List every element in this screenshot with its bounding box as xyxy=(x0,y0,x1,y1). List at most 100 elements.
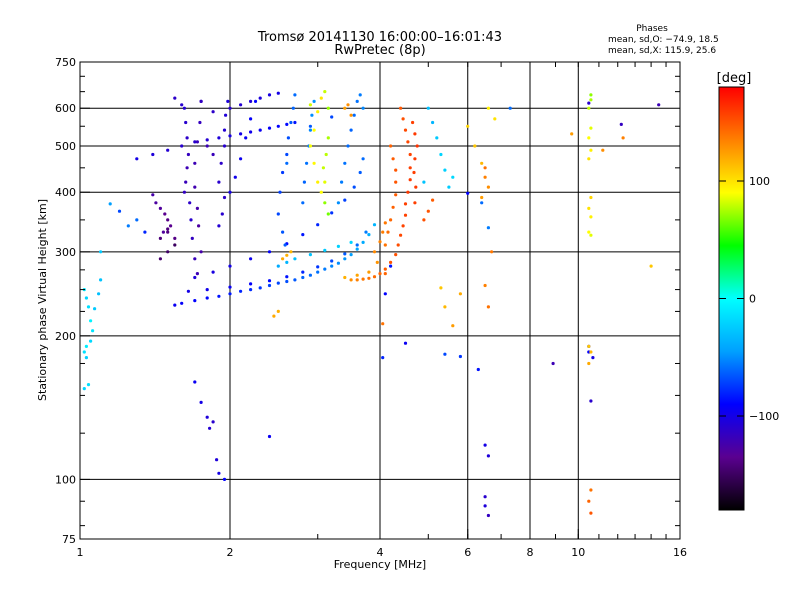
data-point xyxy=(473,144,477,148)
data-point xyxy=(249,130,253,134)
data-point xyxy=(589,511,593,515)
x-axis-label: Frequency [MHz] xyxy=(334,558,426,571)
data-point xyxy=(193,161,197,165)
data-point xyxy=(217,294,221,298)
y-tick-label: 500 xyxy=(55,140,76,153)
data-point xyxy=(258,96,262,100)
data-point xyxy=(308,128,312,132)
data-point xyxy=(412,170,416,175)
data-point xyxy=(84,296,88,300)
data-point xyxy=(316,265,320,269)
data-point xyxy=(587,206,591,210)
data-point xyxy=(486,106,490,110)
data-point xyxy=(589,98,593,102)
data-point xyxy=(619,122,623,126)
data-point xyxy=(391,157,395,161)
data-point xyxy=(91,329,95,333)
data-point xyxy=(447,185,451,189)
data-point xyxy=(205,415,209,419)
data-point xyxy=(272,314,276,318)
data-point xyxy=(413,132,417,136)
data-point xyxy=(276,309,280,313)
data-point xyxy=(323,248,327,252)
data-point xyxy=(323,180,327,184)
data-point xyxy=(224,113,228,117)
data-point xyxy=(336,201,340,205)
data-point xyxy=(587,499,591,503)
data-point xyxy=(173,303,177,307)
colorbar-label: [deg] xyxy=(717,71,752,86)
data-point xyxy=(217,136,221,140)
data-point xyxy=(228,264,232,268)
data-point xyxy=(355,243,359,247)
data-point xyxy=(291,106,295,110)
data-point xyxy=(239,132,243,136)
data-point xyxy=(195,140,199,144)
data-point xyxy=(589,350,593,354)
data-point xyxy=(281,170,285,175)
data-point xyxy=(293,278,297,282)
data-point xyxy=(349,128,353,132)
data-point xyxy=(361,157,365,161)
data-point xyxy=(403,128,408,132)
data-point xyxy=(278,190,282,194)
data-point xyxy=(199,400,203,404)
data-point xyxy=(403,213,408,217)
y-tick-label: 600 xyxy=(55,102,76,115)
data-point xyxy=(169,224,173,228)
data-point xyxy=(336,244,340,248)
data-point xyxy=(352,113,356,117)
data-point xyxy=(195,272,199,276)
data-point xyxy=(349,278,353,282)
data-point xyxy=(330,264,334,268)
data-point xyxy=(312,99,316,103)
data-point xyxy=(301,270,305,274)
data-point xyxy=(186,152,190,157)
legend-title: Phases xyxy=(636,24,668,34)
data-point xyxy=(158,257,162,261)
data-point xyxy=(166,230,170,234)
data-point xyxy=(316,110,320,114)
data-point xyxy=(591,356,595,360)
data-point xyxy=(198,120,202,125)
data-point xyxy=(281,230,285,234)
data-point xyxy=(135,157,139,161)
series-o-mode xyxy=(82,91,661,518)
data-point xyxy=(301,275,305,280)
data-point xyxy=(367,276,371,280)
data-point xyxy=(361,106,365,110)
data-point xyxy=(308,273,312,277)
data-point xyxy=(151,152,155,157)
data-point xyxy=(483,175,487,179)
data-point xyxy=(285,260,289,264)
data-point xyxy=(346,144,350,148)
data-point xyxy=(435,136,439,140)
data-point xyxy=(316,180,320,184)
data-point xyxy=(508,106,512,110)
data-point xyxy=(180,103,184,107)
legend-line-o: mean, sd,O: −74.9, 18.5 xyxy=(608,35,719,45)
data-point xyxy=(343,252,347,256)
data-point xyxy=(89,339,93,343)
data-point xyxy=(483,495,487,499)
data-point xyxy=(349,253,353,257)
data-point xyxy=(483,283,487,288)
data-point xyxy=(406,190,410,194)
data-point xyxy=(319,190,323,194)
data-point xyxy=(220,212,224,216)
data-point xyxy=(483,166,487,170)
data-point xyxy=(403,202,408,206)
data-point xyxy=(422,218,426,222)
data-point xyxy=(426,209,430,213)
data-point xyxy=(281,257,285,261)
data-point xyxy=(215,458,219,462)
data-point xyxy=(293,120,297,125)
data-point xyxy=(483,443,487,447)
data-point xyxy=(166,227,170,231)
data-point xyxy=(154,201,158,205)
data-point xyxy=(117,209,122,213)
data-point xyxy=(319,96,323,100)
data-point xyxy=(293,257,297,261)
data-point xyxy=(289,250,293,254)
